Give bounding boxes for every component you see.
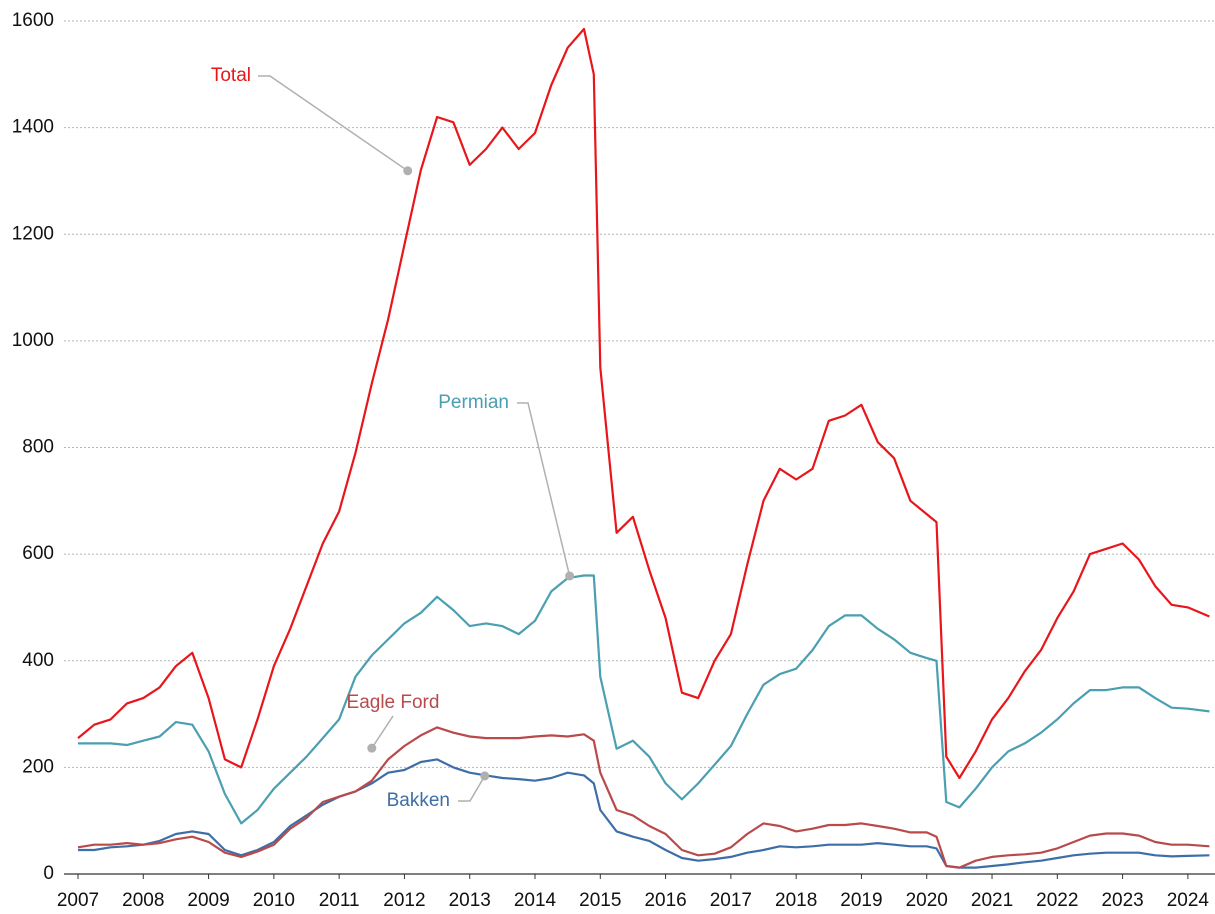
x-tick-label: 2011 [319,890,360,911]
annotation-dot [565,571,575,581]
annotation-dot [403,166,413,176]
y-tick-label: 1000 [12,330,54,351]
x-tick-label: 2024 [1167,890,1210,911]
annotation-dot [480,771,490,781]
leader-line [258,75,409,172]
x-tick-label: 2020 [906,890,948,911]
leader-line [517,402,571,577]
annotation-label: Permian [438,392,509,413]
x-tick-label: 2016 [644,890,686,911]
y-tick-label: 1600 [12,10,54,31]
series-line [77,27,1210,780]
x-tick-label: 2014 [514,890,557,911]
leader-line [371,715,394,749]
x-tick-label: 2008 [122,890,164,911]
x-tick-label: 2017 [710,890,752,911]
leader-line [458,775,486,802]
x-tick-label: 2023 [1101,890,1143,911]
x-tick-label: 2010 [253,890,295,911]
y-tick-label: 0 [43,863,54,884]
annotation-label: Total [211,65,251,86]
series-line [77,726,1210,869]
y-tick-label: 800 [22,437,54,458]
x-tick-label: 2018 [775,890,817,911]
y-tick-label: 400 [22,650,54,671]
x-tick-label: 2019 [840,890,882,911]
y-tick-label: 200 [22,756,54,777]
y-tick-label: 600 [22,543,54,564]
annotation-label: Bakken [387,790,450,811]
annotation-label: Eagle Ford [347,692,440,713]
series-line [78,574,1210,825]
y-tick-label: 1400 [12,117,54,138]
x-tick-label: 2021 [971,890,1013,911]
x-tick-label: 2022 [1036,890,1078,911]
annotation-dot [367,743,377,753]
x-tick-label: 2007 [57,890,99,911]
x-tick-label: 2012 [383,890,425,911]
x-tick-label: 2013 [449,890,491,911]
series-line [78,758,1210,869]
x-tick-label: 2009 [187,890,229,911]
y-tick-label: 1200 [12,223,54,244]
x-tick-label: 2015 [579,890,621,911]
